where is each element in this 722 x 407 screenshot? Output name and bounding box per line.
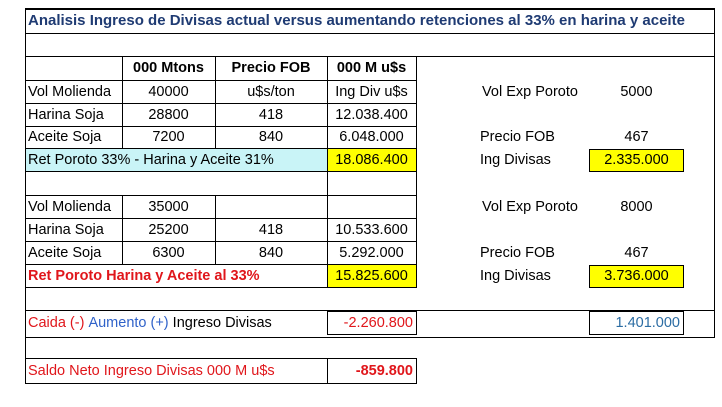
header-musd: 000 M u$s	[336, 60, 407, 77]
grid-line	[25, 56, 715, 57]
diff-value: -2.260.800	[343, 314, 413, 331]
s1-row-label: Vol Molienda	[28, 83, 112, 100]
grid-line	[25, 218, 417, 219]
s1-row-precio: 840	[258, 129, 284, 146]
s2-row-mtons: 35000	[148, 198, 189, 215]
s2-side-ing-label: Ing Divisas	[480, 267, 551, 284]
s2-side-vol-label: Vol Exp Poroto	[482, 198, 578, 215]
s1-total-fill	[25, 149, 328, 171]
s1-side-precio-value: 467	[624, 129, 649, 146]
s1-side-vol-label: Vol Exp Poroto	[482, 83, 578, 100]
diff-label: Caida (-) Aumento (+) Ingreso Divisas	[25, 311, 325, 335]
grid-line	[215, 195, 216, 265]
grid-line	[25, 171, 417, 172]
grid-line	[25, 337, 715, 338]
s1-row-mtons: 7200	[152, 129, 185, 146]
header-precio-fob: Precio FOB	[231, 60, 311, 77]
diff-side-box	[589, 311, 684, 335]
s2-total-label: Ret Poroto Harina y Aceite al 33%	[28, 267, 260, 284]
grid-line	[25, 383, 417, 384]
s1-row-mtons: 28800	[148, 106, 189, 123]
diff-value-box	[327, 311, 417, 335]
s1-row-label: Harina Soja	[28, 106, 104, 123]
grid-line	[25, 310, 715, 311]
grid-line	[25, 8, 26, 384]
grid-line	[25, 358, 417, 359]
s2-side-vol-value: 8000	[620, 198, 653, 215]
grid-line	[25, 195, 417, 196]
grid-line	[25, 264, 417, 265]
s1-row-precio: 418	[258, 106, 284, 123]
grid-line	[714, 8, 715, 338]
s2-row-value: 5.292.000	[339, 244, 404, 261]
s1-side-ing-box	[589, 149, 684, 172]
s1-side-ing-value: 2.335.000	[604, 151, 669, 168]
s1-side-precio-label: Precio FOB	[480, 129, 555, 146]
diff-ingreso: Ingreso Divisas	[172, 314, 272, 331]
s1-row-mtons: 40000	[148, 83, 189, 100]
grid-line	[25, 103, 417, 104]
s2-side-ing-fill	[589, 265, 684, 287]
grid-line	[416, 56, 417, 288]
s2-row-precio: 840	[258, 244, 284, 261]
s2-side-precio-value: 467	[624, 244, 649, 261]
s2-row-label: Harina Soja	[28, 221, 104, 238]
s1-row-value: Ing Div u$s	[335, 83, 408, 100]
s1-total-value: 18.086.400	[335, 151, 408, 168]
s1-row-value: 6.048.000	[339, 129, 404, 146]
grid-line	[122, 56, 123, 149]
saldo-value: -859.800	[355, 362, 413, 379]
header-mtons: 000 Mtons	[133, 60, 204, 77]
page-title: Analisis Ingreso de Divisas actual versu…	[28, 11, 685, 29]
title-top-border	[25, 8, 715, 10]
diff-aumento: Aumento (+)	[88, 314, 169, 331]
s2-row-mtons: 25200	[148, 221, 189, 238]
s1-total-label: Ret Poroto 33% - Harina y Aceite 31%	[28, 151, 274, 168]
s1-row-value: 12.038.400	[335, 106, 408, 123]
s2-total-value-fill	[328, 265, 417, 287]
s2-side-ing-box	[589, 265, 684, 288]
s1-row-label: Aceite Soja	[28, 129, 102, 146]
saldo-value-box	[327, 358, 417, 384]
title-bottom-border	[25, 33, 715, 34]
s2-row-label: Aceite Soja	[28, 244, 102, 261]
s2-row-mtons: 6300	[152, 244, 185, 261]
s1-side-ing-fill	[589, 149, 684, 171]
grid-line	[215, 56, 216, 149]
s1-side-vol-value: 5000	[620, 83, 653, 100]
s2-row-value: 10.533.600	[335, 221, 408, 238]
s2-row-precio	[215, 196, 327, 218]
grid-line	[327, 56, 328, 288]
s1-row-precio: u$s/ton	[247, 83, 295, 100]
s1-side-ing-label: Ing Divisas	[480, 151, 551, 168]
s2-row-precio: 418	[258, 221, 284, 238]
grid-line	[25, 287, 417, 288]
grid-line	[25, 80, 417, 81]
grid-line	[25, 241, 417, 242]
grid-line	[122, 195, 123, 265]
diff-caida: Caida (-)	[28, 314, 85, 331]
s2-total-value: 15.825.600	[335, 267, 408, 284]
s1-total-value-fill	[328, 149, 417, 171]
grid-line	[25, 126, 417, 127]
s2-side-precio-label: Precio FOB	[480, 244, 555, 261]
grid-line	[25, 148, 417, 149]
s2-row-label: Vol Molienda	[28, 198, 112, 215]
diff-side-value: 1.401.000	[615, 314, 680, 331]
s2-row-value	[327, 196, 416, 218]
s2-side-ing-value: 3.736.000	[604, 267, 669, 284]
saldo-label: Saldo Neto Ingreso Divisas 000 M u$s	[28, 362, 275, 379]
